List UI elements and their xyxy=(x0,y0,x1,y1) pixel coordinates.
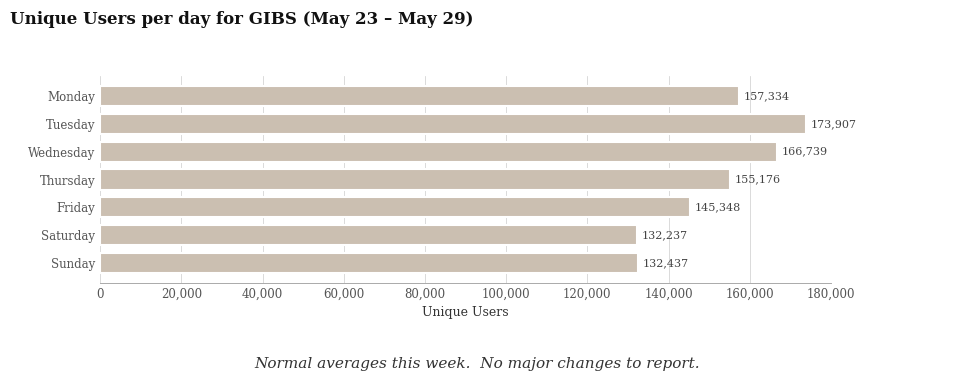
X-axis label: Unique Users: Unique Users xyxy=(422,306,509,319)
Text: 155,176: 155,176 xyxy=(735,175,781,185)
Bar xyxy=(100,86,739,106)
Text: 166,739: 166,739 xyxy=(782,147,828,157)
Text: 173,907: 173,907 xyxy=(811,119,857,129)
Text: 132,237: 132,237 xyxy=(642,230,688,240)
Text: Unique Users per day for GIBS (May 23 – May 29): Unique Users per day for GIBS (May 23 – … xyxy=(10,11,473,29)
Text: 145,348: 145,348 xyxy=(695,202,741,212)
Bar xyxy=(100,197,690,217)
Bar xyxy=(100,114,806,134)
Bar xyxy=(100,170,730,189)
Bar xyxy=(100,225,637,245)
Text: Normal averages this week.  No major changes to report.: Normal averages this week. No major chan… xyxy=(255,356,700,371)
Text: 157,334: 157,334 xyxy=(744,91,790,101)
Text: 132,437: 132,437 xyxy=(643,258,689,268)
Bar xyxy=(100,253,638,273)
Bar xyxy=(100,142,777,162)
